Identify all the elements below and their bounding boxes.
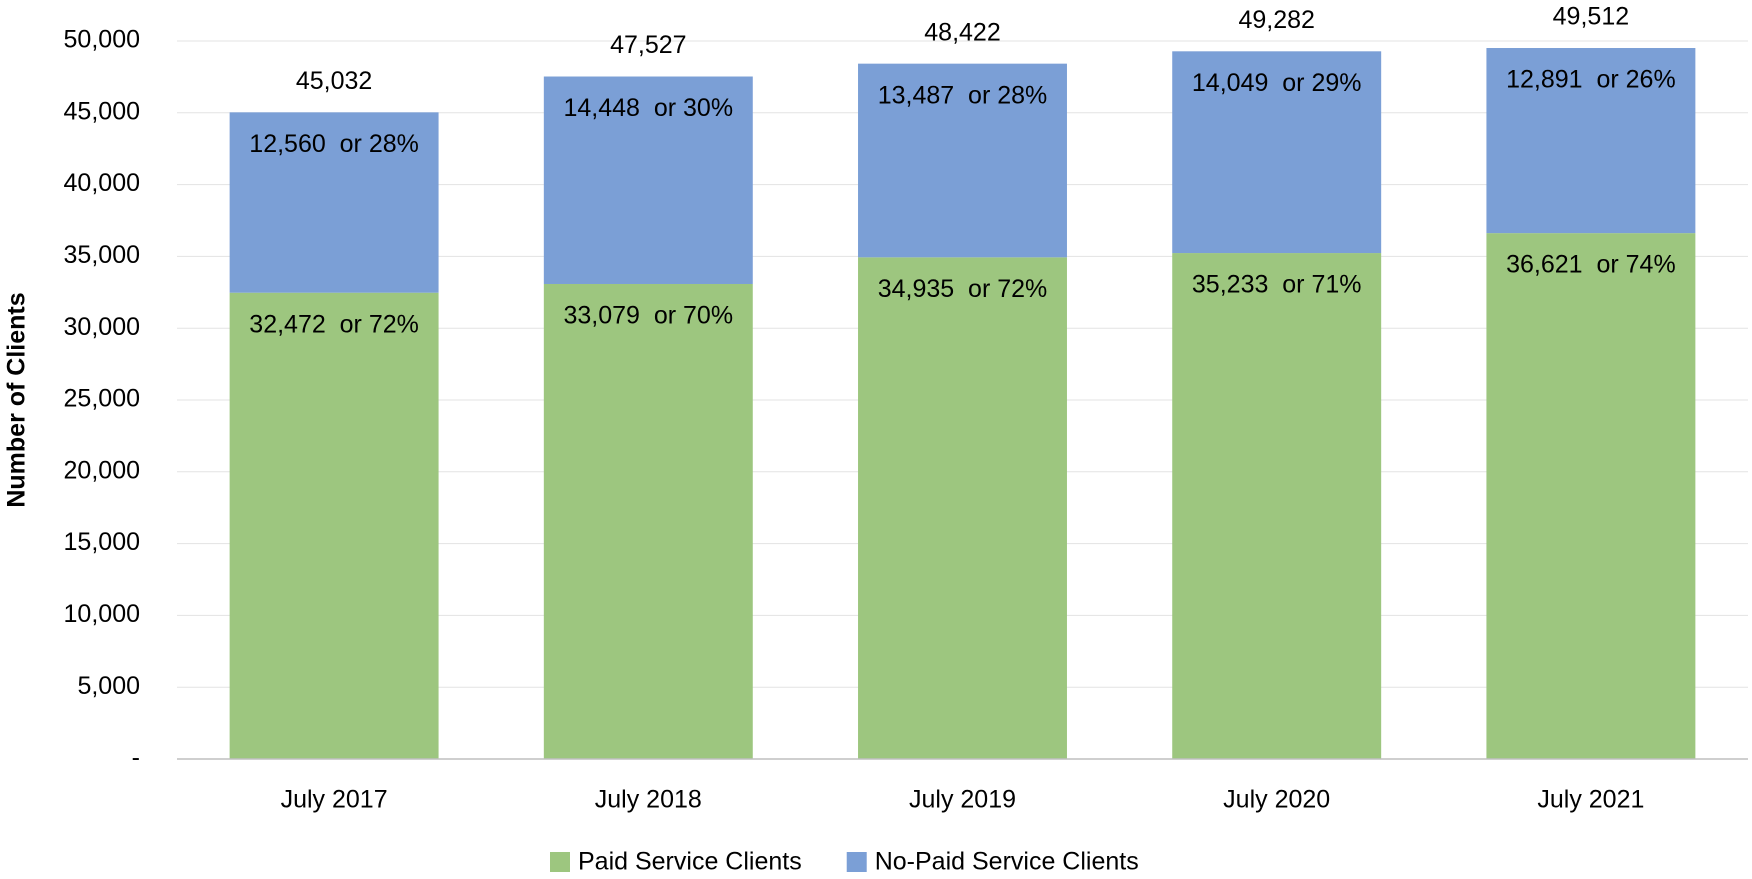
y-tick-label: 50,000 bbox=[64, 26, 140, 54]
bar-segment bbox=[543, 283, 753, 759]
y-tick-label: 5,000 bbox=[77, 672, 140, 700]
bar-segment bbox=[543, 76, 753, 284]
total-label: 45,032 bbox=[296, 67, 372, 95]
legend-swatch bbox=[846, 852, 867, 872]
data-label: 14,049 or 29% bbox=[1192, 69, 1362, 97]
data-label: 34,935 or 72% bbox=[878, 275, 1048, 303]
y-tick-label: 10,000 bbox=[64, 600, 140, 628]
y-axis-title: Number of Clients bbox=[3, 292, 31, 507]
bar-segment bbox=[1486, 233, 1696, 759]
data-label: 36,621 or 74% bbox=[1506, 251, 1676, 279]
data-label: 14,448 or 30% bbox=[564, 94, 734, 122]
bar-segment bbox=[1486, 48, 1696, 234]
legend-swatch bbox=[550, 852, 570, 872]
y-tick-label: 45,000 bbox=[64, 97, 140, 125]
bar-segment bbox=[858, 257, 1067, 759]
legend-label: Paid Service Clients bbox=[578, 848, 802, 876]
legend-label: No-Paid Service Clients bbox=[875, 848, 1139, 876]
data-label: 33,079 or 70% bbox=[564, 302, 734, 330]
bar-segment bbox=[229, 112, 439, 293]
total-label: 48,422 bbox=[924, 18, 1000, 46]
total-label: 47,527 bbox=[610, 31, 686, 59]
total-label: 49,282 bbox=[1238, 6, 1314, 34]
y-tick-label: 20,000 bbox=[64, 456, 140, 484]
x-tick-label: July 2019 bbox=[909, 786, 1016, 814]
y-tick-label: 40,000 bbox=[64, 169, 140, 197]
y-tick-label: - bbox=[132, 744, 140, 772]
y-tick-label: 25,000 bbox=[64, 385, 140, 413]
data-label: 12,560 or 28% bbox=[249, 130, 419, 158]
y-tick-label: 30,000 bbox=[64, 313, 140, 341]
data-label: 35,233 or 71% bbox=[1192, 271, 1362, 299]
y-tick-label: 15,000 bbox=[64, 528, 140, 556]
total-label: 49,512 bbox=[1553, 3, 1629, 31]
bar-segment bbox=[858, 63, 1067, 258]
x-tick-label: July 2018 bbox=[595, 786, 702, 814]
x-tick-label: July 2020 bbox=[1223, 786, 1330, 814]
x-tick-label: July 2021 bbox=[1537, 786, 1644, 814]
x-tick-label: July 2017 bbox=[281, 786, 388, 814]
bar-segment bbox=[229, 292, 439, 759]
y-tick-label: 35,000 bbox=[64, 241, 140, 269]
data-label: 13,487 or 28% bbox=[878, 81, 1048, 109]
data-label: 32,472 or 72% bbox=[249, 310, 419, 338]
data-label: 12,891 or 26% bbox=[1506, 66, 1676, 94]
bar-segment bbox=[1172, 51, 1382, 254]
bar-segment bbox=[1172, 253, 1382, 759]
